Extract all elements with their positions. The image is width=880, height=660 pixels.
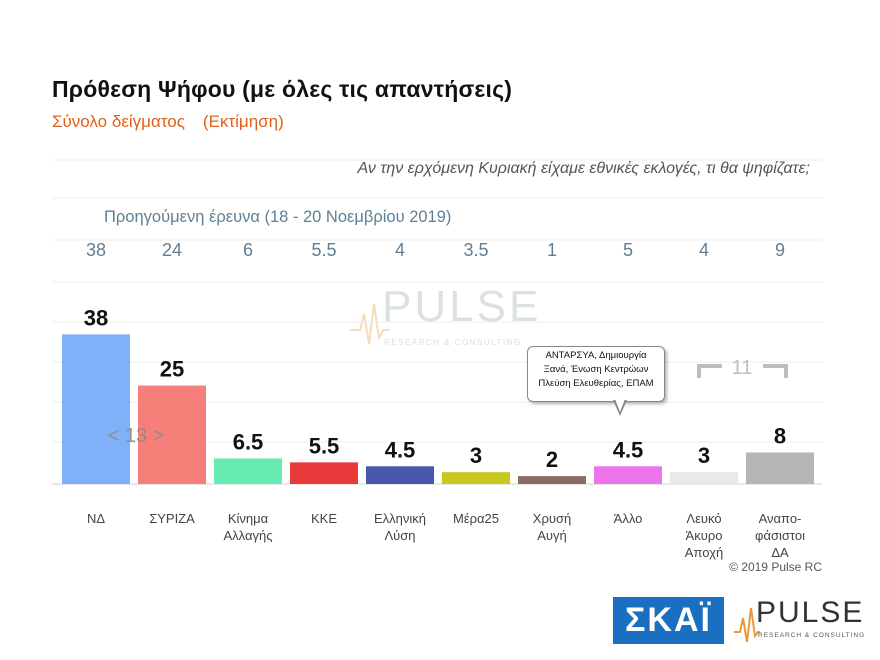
bar: [594, 466, 662, 484]
previous-value-label: 6: [243, 240, 253, 260]
previous-value-label: 5: [623, 240, 633, 260]
group-annotation-label: 11: [732, 357, 753, 379]
bar-value-label: 2: [546, 447, 558, 472]
watermark-brand: PULSE: [382, 282, 542, 331]
watermark-tagline: RESEARCH & CONSULTING: [384, 338, 522, 347]
bar-value-label: 25: [160, 357, 184, 382]
chart-title: Πρόθεση Ψήφου (με όλες τις απαντήσεις): [52, 76, 513, 102]
callout-pointer-fill: [615, 399, 625, 412]
bar: [442, 472, 510, 484]
annotation-bracket: [763, 364, 788, 378]
previous-values: 38 24 6 5.5 4 3.5 1 5 4 9: [86, 240, 785, 260]
category-label: ΔΑ: [771, 545, 789, 560]
category-label: Άκυρο: [686, 528, 723, 543]
bar: [138, 385, 206, 484]
previous-value-label: 4: [395, 240, 405, 260]
pulse-wave-icon: [350, 303, 390, 345]
pulse-logo: PULSE RESEARCH & CONSULTING: [734, 596, 874, 646]
category-label: Αλλαγής: [224, 528, 273, 543]
previous-value-label: 24: [162, 240, 182, 260]
pulse-logo-tagline: RESEARCH & CONSULTING: [758, 632, 866, 639]
category-label: Ελληνική: [374, 511, 426, 526]
bar: [518, 476, 586, 484]
annotation-bracket: [697, 364, 722, 378]
category-label: Αναπο-: [759, 511, 802, 526]
category-label: Κίνημα: [228, 511, 269, 526]
callout-line: ΑΝΤΑΡΣΥΑ, Δημιουργία: [545, 350, 647, 361]
pulse-watermark: PULSE RESEARCH & CONSULTING: [350, 282, 550, 352]
survey-question: Αν την ερχόμενη Κυριακή είχαμε εθνικές ε…: [357, 160, 810, 177]
group-annotations: < 13 > 11: [108, 357, 788, 447]
group-annotation-label: < 13 >: [108, 425, 165, 447]
category-label: Χρυσή: [533, 511, 571, 526]
bars: [62, 334, 814, 484]
category-label: Αποχή: [685, 545, 723, 560]
bar: [62, 334, 130, 484]
pulse-wave-icon: [734, 607, 760, 643]
bar-value-label: 4.5: [613, 437, 644, 462]
chart-subtitle: Σύνολο δείγματος (Εκτίμηση): [52, 112, 284, 132]
subtitle-estimate: (Εκτίμηση): [202, 112, 284, 131]
previous-value-label: 5.5: [311, 240, 336, 260]
previous-value-label: 38: [86, 240, 106, 260]
bar-value-label: 8: [774, 424, 786, 449]
callout-line: Πλεύση Ελευθερίας, ΕΠΑΜ: [538, 378, 654, 389]
skai-logo: ΣΚΑΪ: [613, 597, 724, 644]
bar-value-label: 6.5: [233, 429, 264, 454]
category-label: Αυγή: [537, 528, 567, 543]
bar: [214, 458, 282, 484]
previous-value-label: 1: [547, 240, 557, 260]
bar: [290, 462, 358, 484]
bar-value-label: 38: [84, 305, 108, 330]
bar: [366, 466, 434, 484]
category-label: ΣΥΡΙΖΑ: [149, 511, 195, 526]
previous-value-label: 4: [699, 240, 709, 260]
bar-value-label: 3: [698, 443, 710, 468]
copyright-note: © 2019 Pulse RC: [729, 560, 822, 574]
other-parties-callout: ΑΝΤΑΡΣΥΑ, Δημιουργία Ξανά, Ένωση Κεντρώω…: [527, 346, 665, 402]
previous-survey-label: Προηγούμενη έρευνα (18 - 20 Νοεμβρίου 20…: [104, 208, 452, 226]
subtitle-sample: Σύνολο δείγματος: [52, 112, 185, 131]
bar-value-label: 4.5: [385, 437, 416, 462]
pulse-logo-brand: PULSE: [756, 596, 865, 629]
category-label: Λύση: [384, 528, 415, 543]
bar: [746, 452, 814, 484]
category-label: Λευκό: [686, 511, 721, 526]
category-label: φάσιστοι: [755, 528, 805, 543]
bar-value-label: 3: [470, 443, 482, 468]
previous-value-label: 3.5: [463, 240, 488, 260]
callout-line: Ξανά, Ένωση Κεντρώων: [543, 364, 649, 375]
category-labels: ΝΔ ΣΥΡΙΖΑ Κίνημα Αλλαγής ΚΚΕ Ελληνική Λύση Μέρα…: [87, 511, 805, 560]
bar-value-label: 5.5: [309, 433, 340, 458]
category-label: ΝΔ: [87, 511, 105, 526]
category-label: Μέρα25: [453, 511, 499, 526]
category-label: Άλλο: [614, 511, 643, 526]
bar: [670, 472, 738, 484]
previous-value-label: 9: [775, 240, 785, 260]
category-label: ΚΚΕ: [311, 511, 337, 526]
